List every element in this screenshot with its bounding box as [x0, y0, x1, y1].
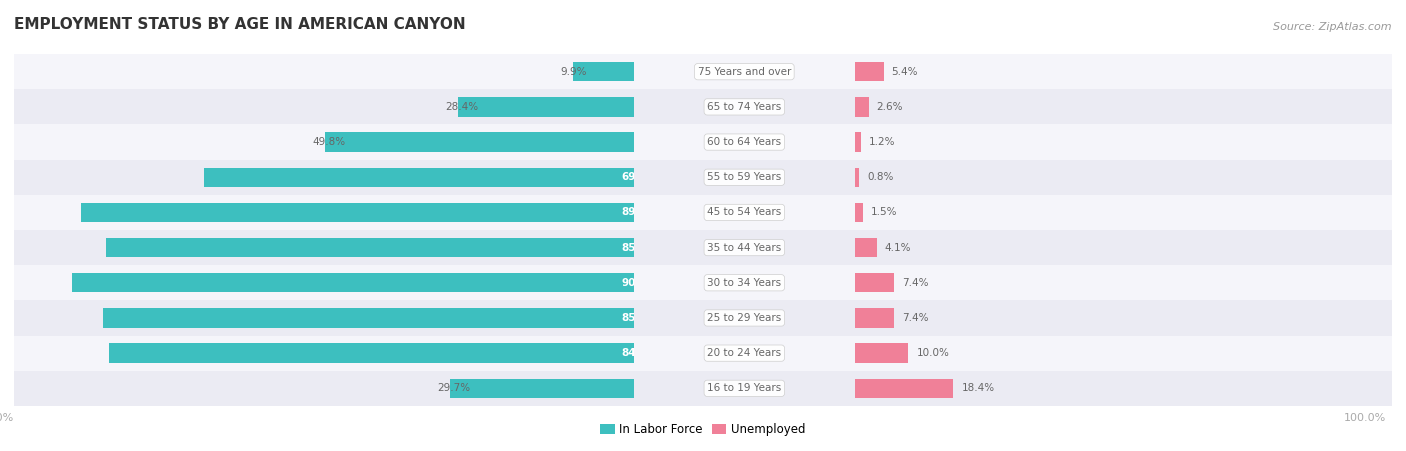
- Bar: [855, 379, 953, 398]
- Text: 7.4%: 7.4%: [903, 278, 929, 288]
- Legend: In Labor Force, Unemployed: In Labor Force, Unemployed: [596, 418, 810, 441]
- Text: 29.7%: 29.7%: [437, 383, 471, 393]
- Bar: [204, 168, 634, 187]
- Text: EMPLOYMENT STATUS BY AGE IN AMERICAN CANYON: EMPLOYMENT STATUS BY AGE IN AMERICAN CAN…: [14, 17, 465, 32]
- Bar: [634, 265, 855, 300]
- Bar: [14, 195, 634, 230]
- Bar: [855, 308, 894, 327]
- Bar: [855, 97, 869, 116]
- Text: 1.5%: 1.5%: [870, 207, 897, 217]
- Text: 45 to 54 Years: 45 to 54 Years: [707, 207, 782, 217]
- Bar: [855, 336, 1392, 371]
- Bar: [634, 230, 855, 265]
- Bar: [450, 379, 634, 398]
- Text: 75 Years and over: 75 Years and over: [697, 67, 792, 77]
- Bar: [855, 273, 894, 292]
- Text: 55 to 59 Years: 55 to 59 Years: [707, 172, 782, 182]
- Bar: [14, 160, 634, 195]
- Bar: [14, 265, 634, 300]
- Bar: [855, 62, 883, 81]
- Bar: [855, 344, 908, 363]
- Bar: [634, 160, 855, 195]
- Bar: [855, 371, 1392, 406]
- Bar: [634, 54, 855, 89]
- Bar: [14, 230, 634, 265]
- Text: 85.6%: 85.6%: [621, 313, 658, 323]
- Bar: [855, 195, 1392, 230]
- Bar: [855, 300, 1392, 336]
- Text: 16 to 19 Years: 16 to 19 Years: [707, 383, 782, 393]
- Bar: [855, 203, 863, 222]
- Text: 0.8%: 0.8%: [868, 172, 893, 182]
- Bar: [14, 54, 634, 89]
- Bar: [458, 97, 634, 116]
- Bar: [14, 300, 634, 336]
- Bar: [855, 160, 1392, 195]
- Bar: [855, 230, 1392, 265]
- Bar: [82, 203, 634, 222]
- Text: 10.0%: 10.0%: [917, 348, 949, 358]
- Text: Source: ZipAtlas.com: Source: ZipAtlas.com: [1274, 22, 1392, 32]
- Text: 60 to 64 Years: 60 to 64 Years: [707, 137, 782, 147]
- Text: 20 to 24 Years: 20 to 24 Years: [707, 348, 782, 358]
- Text: 25 to 29 Years: 25 to 29 Years: [707, 313, 782, 323]
- Text: 65 to 74 Years: 65 to 74 Years: [707, 102, 782, 112]
- Bar: [634, 300, 855, 336]
- Text: 100.0%: 100.0%: [1344, 413, 1386, 423]
- Text: 1.2%: 1.2%: [869, 137, 896, 147]
- Text: 84.7%: 84.7%: [621, 348, 658, 358]
- Text: 89.2%: 89.2%: [621, 207, 658, 217]
- Text: 30 to 34 Years: 30 to 34 Years: [707, 278, 782, 288]
- Bar: [325, 133, 634, 152]
- Bar: [108, 344, 634, 363]
- Bar: [634, 371, 855, 406]
- Bar: [634, 336, 855, 371]
- Bar: [634, 89, 855, 124]
- Bar: [855, 133, 860, 152]
- Bar: [855, 124, 1392, 160]
- Bar: [572, 62, 634, 81]
- Bar: [634, 124, 855, 160]
- Text: 7.4%: 7.4%: [903, 313, 929, 323]
- Bar: [634, 195, 855, 230]
- Text: 69.4%: 69.4%: [621, 172, 658, 182]
- Bar: [104, 308, 634, 327]
- Bar: [855, 54, 1392, 89]
- Text: 2.6%: 2.6%: [876, 102, 903, 112]
- Bar: [14, 336, 634, 371]
- Text: 5.4%: 5.4%: [891, 67, 918, 77]
- Bar: [72, 273, 634, 292]
- Bar: [14, 371, 634, 406]
- Text: 35 to 44 Years: 35 to 44 Years: [707, 243, 782, 253]
- Text: 28.4%: 28.4%: [446, 102, 478, 112]
- Bar: [105, 238, 634, 257]
- Text: 100.0%: 100.0%: [0, 413, 14, 423]
- Text: 4.1%: 4.1%: [884, 243, 911, 253]
- Text: 85.2%: 85.2%: [621, 243, 658, 253]
- Bar: [855, 265, 1392, 300]
- Bar: [855, 168, 859, 187]
- Bar: [855, 238, 876, 257]
- Bar: [14, 89, 634, 124]
- Bar: [14, 124, 634, 160]
- Text: 9.9%: 9.9%: [561, 67, 586, 77]
- Text: 18.4%: 18.4%: [962, 383, 994, 393]
- Bar: [855, 89, 1392, 124]
- Text: 49.8%: 49.8%: [314, 137, 346, 147]
- Text: 90.7%: 90.7%: [621, 278, 658, 288]
